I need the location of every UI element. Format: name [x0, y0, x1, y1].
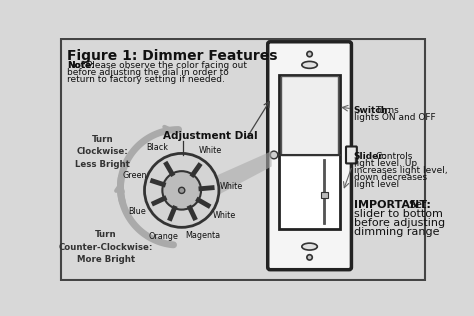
Bar	[281, 76, 338, 155]
Text: down decreases: down decreases	[354, 173, 427, 182]
Ellipse shape	[302, 61, 317, 68]
Text: lights ON and OFF: lights ON and OFF	[354, 112, 436, 122]
Circle shape	[307, 255, 312, 260]
Text: Green: Green	[122, 171, 147, 180]
FancyBboxPatch shape	[268, 42, 351, 270]
Circle shape	[179, 187, 185, 193]
Bar	[323, 159, 325, 224]
Text: Turns: Turns	[375, 106, 399, 115]
Bar	[279, 75, 340, 229]
Text: Set: Set	[408, 200, 427, 210]
Text: Turn
Counter-Clockwise:
More Bright: Turn Counter-Clockwise: More Bright	[59, 230, 153, 264]
Text: White: White	[219, 182, 243, 191]
Polygon shape	[204, 151, 272, 197]
Text: Adjustment Dial: Adjustment Dial	[163, 131, 258, 142]
Text: increases light level,: increases light level,	[354, 166, 447, 175]
Text: Orange: Orange	[148, 232, 178, 240]
Text: White: White	[199, 145, 222, 155]
Text: Switch:: Switch:	[354, 106, 392, 115]
Text: before adjusting the dial in order to: before adjusting the dial in order to	[67, 68, 229, 77]
Text: dimming range: dimming range	[354, 227, 439, 237]
Text: return to factory setting if needed.: return to factory setting if needed.	[67, 75, 225, 84]
Text: Black: Black	[146, 143, 168, 152]
Text: Blue: Blue	[128, 207, 146, 216]
Text: Please observe the color facing out: Please observe the color facing out	[84, 61, 247, 70]
Circle shape	[270, 151, 278, 159]
Text: Note:: Note:	[67, 61, 95, 70]
Text: before adjusting: before adjusting	[354, 218, 445, 228]
FancyBboxPatch shape	[346, 147, 357, 163]
Text: Note:: Note:	[67, 61, 95, 70]
Text: White: White	[213, 210, 236, 220]
Text: Turn
Clockwise:
Less Bright: Turn Clockwise: Less Bright	[75, 135, 130, 169]
Text: light level: light level	[354, 179, 399, 189]
Bar	[320, 192, 328, 198]
Text: slider to bottom: slider to bottom	[354, 209, 443, 219]
Text: Slider:: Slider:	[354, 152, 387, 161]
Text: light level. Up: light level. Up	[354, 159, 417, 168]
Ellipse shape	[302, 243, 317, 250]
Text: Magenta: Magenta	[185, 231, 220, 240]
Circle shape	[145, 154, 219, 227]
Text: Controls: Controls	[375, 152, 413, 161]
Text: Figure 1: Dimmer Features: Figure 1: Dimmer Features	[67, 49, 277, 63]
Text: IMPORTANT:: IMPORTANT:	[354, 200, 430, 210]
Circle shape	[163, 171, 201, 210]
Circle shape	[307, 52, 312, 57]
